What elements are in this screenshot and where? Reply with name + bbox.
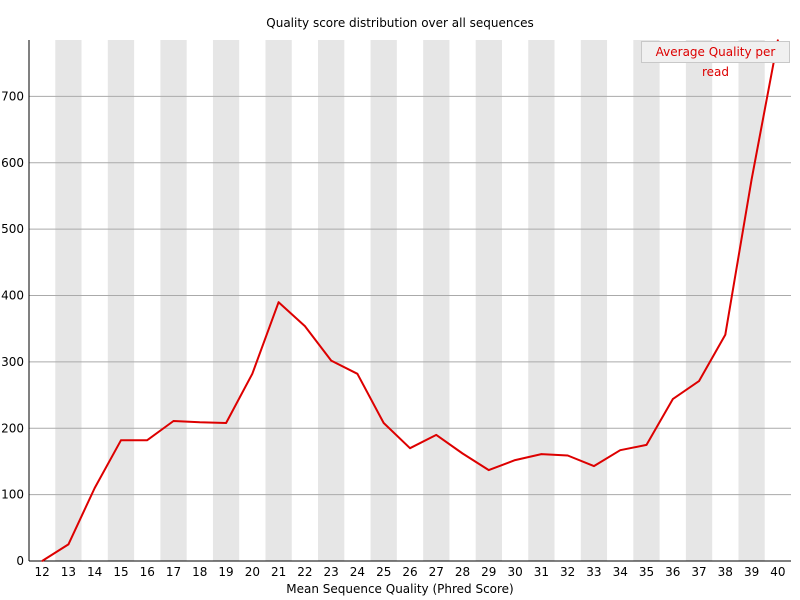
data-point: [382, 422, 385, 424]
series-line: [41, 39, 779, 562]
data-point: [225, 422, 227, 424]
data-point: [409, 447, 411, 449]
background-band: [107, 40, 135, 561]
x-tick-label: 22: [297, 565, 312, 579]
x-tick-label: 40: [770, 565, 785, 579]
x-tick-label: 39: [744, 565, 759, 579]
x-tick-label: 13: [61, 565, 76, 579]
background-band: [55, 40, 82, 561]
background-band: [423, 40, 450, 561]
x-tick-label: 17: [166, 565, 181, 579]
data-point: [93, 487, 96, 489]
data-point: [120, 439, 122, 442]
data-point: [645, 444, 648, 446]
x-tick-label: 36: [665, 565, 680, 579]
x-tick-label: 26: [402, 565, 417, 579]
legend: Average Quality per read: [641, 41, 790, 79]
x-axis-label: Mean Sequence Quality (Phred Score): [286, 582, 514, 596]
background-band: [370, 40, 397, 561]
data-point: [67, 543, 70, 546]
data-point: [777, 39, 779, 41]
background-band: [475, 40, 502, 561]
data-point: [619, 449, 622, 451]
x-tick-label: 35: [639, 565, 654, 579]
y-tick-label: 0: [16, 554, 24, 568]
x-tick-label: 34: [613, 565, 628, 579]
data-point: [514, 459, 516, 461]
x-tick-label: 23: [324, 565, 339, 579]
y-tick-label: 100: [1, 488, 24, 502]
x-tick-label: 16: [140, 565, 155, 579]
background-band: [212, 40, 240, 561]
data-point: [540, 453, 543, 455]
x-tick-label: 29: [481, 565, 496, 579]
x-tick-label: 27: [429, 565, 444, 579]
data-point: [330, 359, 332, 362]
data-point: [671, 398, 674, 400]
data-point: [435, 434, 438, 436]
x-tick-label: 33: [586, 565, 601, 579]
x-tick-label: 25: [376, 565, 391, 579]
x-tick-label: 21: [271, 565, 286, 579]
background-band: [528, 40, 555, 561]
x-tick-label: 37: [691, 565, 706, 579]
x-tick-label: 31: [534, 565, 549, 579]
y-tick-label: 700: [1, 89, 24, 103]
background-band: [738, 40, 765, 561]
data-point: [698, 380, 700, 382]
x-tick-label: 24: [350, 565, 365, 579]
data-point: [724, 333, 727, 336]
y-tick-label: 200: [1, 421, 24, 435]
data-point: [488, 469, 490, 471]
data-point: [593, 465, 595, 467]
background-band: [265, 40, 292, 561]
data-point: [304, 325, 306, 327]
background-band: [580, 40, 608, 561]
y-tick-label: 400: [1, 289, 24, 303]
data-point: [172, 420, 175, 422]
data-point: [356, 373, 359, 375]
background-band: [685, 40, 713, 561]
x-tick-label: 20: [245, 565, 260, 579]
chart-title: Quality score distribution over all sequ…: [266, 16, 534, 30]
data-point: [198, 421, 201, 424]
x-tick-label: 32: [560, 565, 575, 579]
y-tick-label: 600: [1, 156, 24, 170]
x-tick-label: 15: [113, 565, 128, 579]
x-tick-label: 38: [718, 565, 733, 579]
x-tick-label: 18: [192, 565, 207, 579]
data-point: [41, 560, 43, 562]
x-tick-label: 12: [34, 565, 49, 579]
x-tick-label: 14: [87, 565, 102, 579]
data-point: [146, 439, 149, 442]
data-point: [251, 373, 254, 375]
data-point: [277, 301, 280, 303]
x-tick-label: 28: [455, 565, 470, 579]
y-tick-label: 500: [1, 222, 24, 236]
data-point: [461, 452, 464, 455]
background-band: [633, 40, 660, 561]
x-tick-label: 30: [507, 565, 522, 579]
data-point: [750, 178, 753, 181]
data-point: [566, 454, 569, 457]
y-tick-label: 300: [1, 355, 24, 369]
background-band: [318, 40, 345, 561]
x-tick-label: 19: [218, 565, 233, 579]
background-band: [160, 40, 187, 561]
